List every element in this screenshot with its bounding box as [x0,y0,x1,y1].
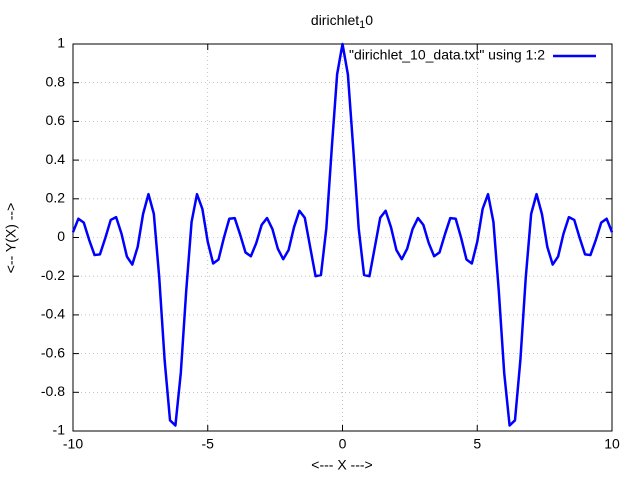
x-tick-label: 10 [604,436,620,452]
y-tick-label: -0.8 [41,383,65,399]
title-tail: 0 [365,12,373,28]
chart-title: dirichlet10 [311,12,373,31]
x-tick-label: 5 [473,436,481,452]
y-tick-label: 0.2 [46,190,66,206]
y-tick-label: 0.6 [46,112,66,128]
title-subscript: 1 [359,19,365,31]
y-axis-label: <-- Y(X) --> [3,203,19,274]
y-tick-label: -1 [53,422,66,438]
y-tick-label: 0.8 [46,73,66,89]
x-tick-label: 0 [339,436,347,452]
y-tick-label: -0.2 [41,267,65,283]
legend-label: "dirichlet_10_data.txt" using 1:2 [349,47,545,63]
y-tick-label: 0.4 [46,151,66,167]
y-tick-label: 0 [57,228,65,244]
y-tick-label: -0.4 [41,306,65,322]
y-tick-label: 1 [57,35,65,51]
x-axis-label: <--- X ---> [311,457,372,473]
x-tick-label: -5 [202,436,215,452]
x-tick-label: -10 [63,436,83,452]
y-tick-label: -0.6 [41,344,65,360]
data-line [71,42,614,427]
title-main: dirichlet [311,12,359,28]
